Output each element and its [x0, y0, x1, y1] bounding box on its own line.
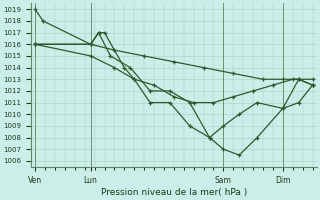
X-axis label: Pression niveau de la mer( hPa ): Pression niveau de la mer( hPa ) [101, 188, 247, 197]
